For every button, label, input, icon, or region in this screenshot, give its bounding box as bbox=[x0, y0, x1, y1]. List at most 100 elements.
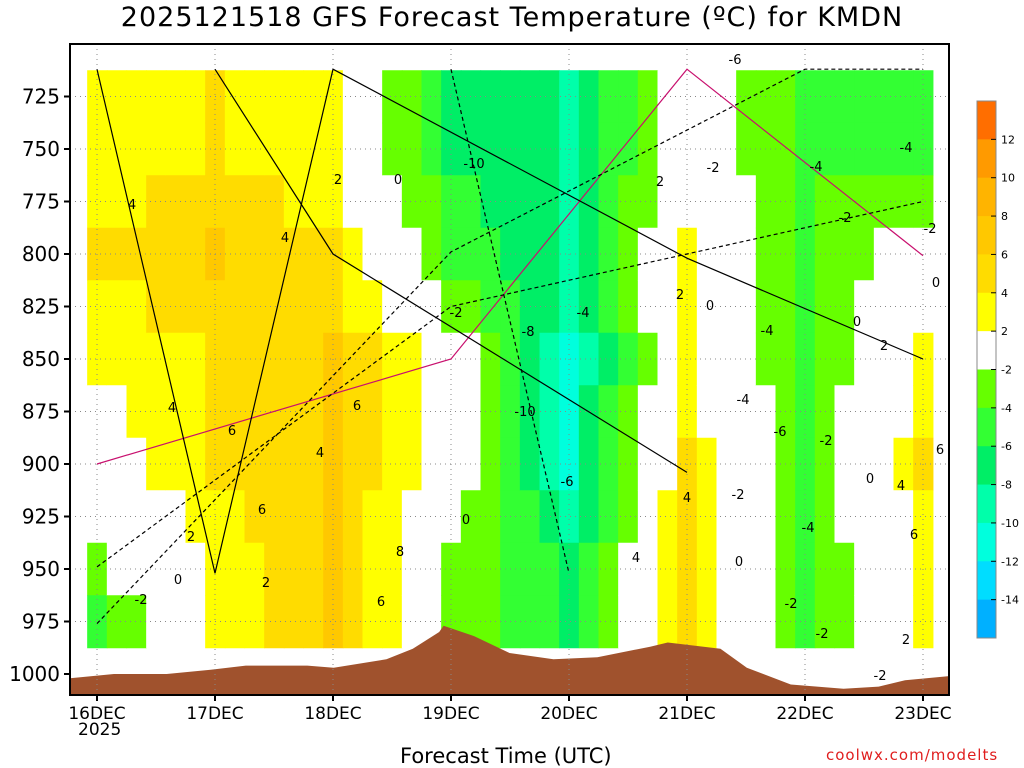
heat-cell bbox=[618, 70, 639, 124]
heat-cell bbox=[854, 332, 875, 386]
heat-cell bbox=[401, 280, 423, 334]
contour-label: 0 bbox=[462, 513, 470, 528]
heat-cell bbox=[893, 437, 914, 491]
heat-cell bbox=[323, 70, 344, 124]
plot-frame bbox=[69, 43, 950, 696]
heat-cell bbox=[677, 70, 698, 124]
heat-cell bbox=[303, 542, 324, 596]
heat-cell bbox=[578, 280, 600, 334]
heat-cell bbox=[244, 70, 265, 124]
colorbar-label: -4 bbox=[1001, 402, 1012, 415]
heat-cell bbox=[716, 595, 737, 649]
colorbar-label: -14 bbox=[1001, 594, 1019, 607]
isotherm-line bbox=[96, 68, 924, 574]
heat-cell bbox=[814, 227, 836, 281]
heat-cell bbox=[736, 595, 757, 649]
heat-cell bbox=[873, 595, 895, 649]
contour-label: 4 bbox=[632, 551, 640, 566]
heat-cell bbox=[539, 70, 560, 124]
heat-cell bbox=[696, 332, 718, 386]
heat-cell bbox=[677, 595, 698, 649]
heat-cell bbox=[303, 70, 324, 124]
x-tick-label: 17DEC bbox=[186, 704, 243, 724]
heat-cell bbox=[382, 70, 403, 124]
x-tick-label: 23DEC bbox=[894, 704, 951, 724]
heat-cell bbox=[421, 490, 442, 544]
contour-label: -2 bbox=[839, 211, 852, 226]
colorbar-label: -10 bbox=[1001, 517, 1019, 530]
colorbar-segment bbox=[977, 331, 996, 370]
heat-cell bbox=[146, 175, 167, 229]
heat-cell bbox=[598, 175, 619, 229]
heat-cell bbox=[618, 542, 639, 596]
heat-cell bbox=[716, 542, 737, 596]
heat-cell bbox=[362, 595, 383, 649]
heat-cell bbox=[342, 595, 364, 649]
heat-cell bbox=[854, 70, 875, 124]
heat-cell bbox=[264, 595, 285, 649]
y-tick-label: 925 bbox=[22, 505, 60, 529]
colorbar-label: -12 bbox=[1001, 555, 1019, 568]
x-tick-label: 16DEC bbox=[68, 704, 125, 724]
heat-cell bbox=[814, 490, 836, 544]
heat-cell bbox=[677, 280, 698, 334]
heat-cell bbox=[146, 227, 167, 281]
y-tick-label: 950 bbox=[22, 557, 60, 581]
heat-cell bbox=[283, 542, 305, 596]
heat-cell bbox=[362, 70, 383, 124]
heat-cell bbox=[401, 385, 423, 439]
heat-cell bbox=[657, 595, 678, 649]
heat-cell bbox=[736, 437, 757, 491]
colorbar-segment bbox=[977, 139, 996, 179]
heat-cell bbox=[126, 70, 147, 124]
heat-cell bbox=[244, 175, 265, 229]
heat-cell bbox=[873, 332, 895, 386]
heat-cell bbox=[893, 595, 914, 649]
contour-label: -2 bbox=[707, 161, 720, 176]
heat-cell bbox=[87, 70, 108, 124]
heat-cell bbox=[283, 595, 305, 649]
heat-cell bbox=[342, 175, 364, 229]
heat-cell bbox=[834, 385, 855, 439]
heat-cell bbox=[578, 542, 600, 596]
heat-cell bbox=[637, 280, 659, 334]
heat-cell bbox=[873, 490, 895, 544]
contour-label: -10 bbox=[463, 157, 484, 172]
heat-cell bbox=[362, 280, 383, 334]
x-axis-label: Forecast Time (UTC) bbox=[400, 744, 612, 768]
credit-link[interactable]: coolwx.com/modelts bbox=[826, 746, 999, 764]
heat-cell bbox=[618, 227, 639, 281]
heat-cell bbox=[618, 280, 639, 334]
heat-cell bbox=[421, 175, 442, 229]
heat-cell bbox=[834, 280, 855, 334]
chart-title: 2025121518 GFS Forecast Temperature (ºC)… bbox=[120, 2, 904, 33]
heat-cell bbox=[578, 490, 600, 544]
heat-cell bbox=[126, 595, 147, 649]
y-tick-label: 825 bbox=[22, 295, 60, 319]
heat-cell bbox=[618, 385, 639, 439]
heat-cell bbox=[362, 227, 383, 281]
contour-label: 4 bbox=[897, 479, 905, 494]
heat-cell bbox=[913, 595, 934, 649]
heat-cell bbox=[696, 490, 718, 544]
contour-label: -8 bbox=[522, 325, 535, 340]
colorbar-label: 10 bbox=[1001, 172, 1015, 185]
isotherm-line bbox=[450, 69, 570, 574]
heat-cell bbox=[873, 70, 895, 124]
heat-cell bbox=[87, 595, 108, 649]
heat-cell bbox=[618, 490, 639, 544]
heat-cell bbox=[637, 595, 659, 649]
heat-cell bbox=[873, 122, 895, 176]
heat-cell bbox=[736, 542, 757, 596]
heat-cell bbox=[342, 227, 364, 281]
heat-cell bbox=[854, 385, 875, 439]
heat-cell bbox=[854, 490, 875, 544]
heat-cell bbox=[382, 490, 403, 544]
heat-cell bbox=[716, 227, 737, 281]
heat-cell bbox=[264, 70, 285, 124]
heat-cell bbox=[421, 280, 442, 334]
heat-cell bbox=[401, 227, 423, 281]
heat-cell bbox=[126, 227, 147, 281]
heat-cell bbox=[854, 122, 875, 176]
heat-cell bbox=[913, 175, 934, 229]
